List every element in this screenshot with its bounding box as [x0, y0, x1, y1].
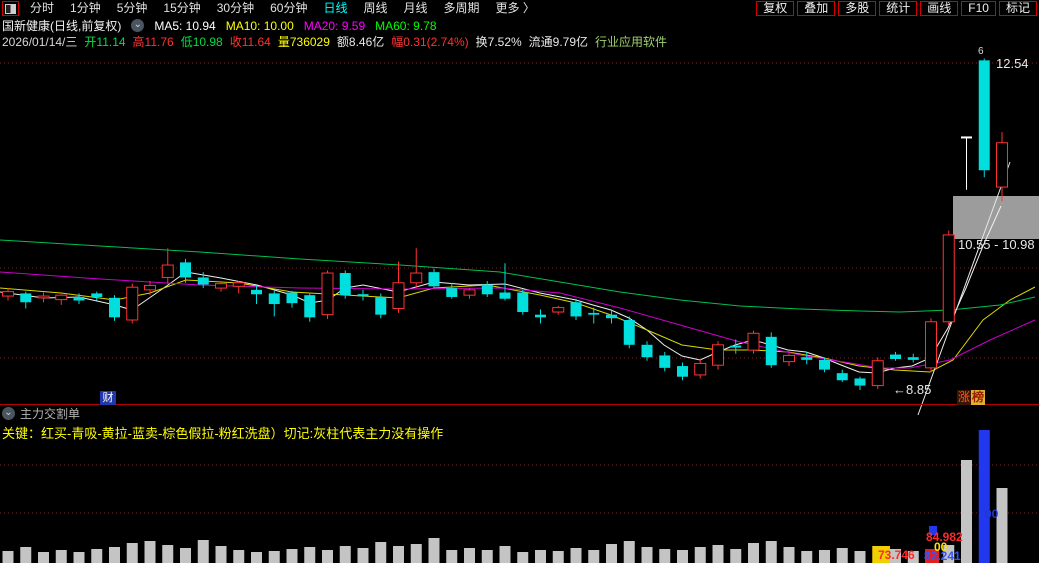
info-segment-5: 量736029 [277, 35, 330, 49]
period-tab-3[interactable]: 15分钟 [163, 1, 201, 15]
finance-badge[interactable]: 财 [100, 391, 116, 405]
tool-button-3[interactable]: 统计 [879, 1, 918, 16]
rank-list-badge[interactable]: 涨 榜 [957, 390, 986, 405]
panel-value-label-0: 73.746 [878, 548, 915, 562]
tool-button-5[interactable]: F10 [961, 1, 996, 16]
ma-label-2: MA20: 9.59 [303, 18, 366, 33]
app-panel-icon[interactable] [2, 1, 19, 16]
info-segment-10: 行业应用软件 [595, 35, 668, 49]
price-label-zone: 10.55 - 10.98 [958, 237, 1035, 252]
panel-value-label-2: 00 [934, 540, 948, 554]
chart-marker: 6 [978, 46, 984, 57]
panel-value-label-1: 84.982 [926, 530, 963, 544]
price-label-high: 12.54 [996, 56, 1029, 71]
top-menu-bar: 分时 1分钟 5分钟 15分钟 30分钟 60分钟 日线 周线 月线 多周期 更多 〉 复权 叠加 多股… [0, 0, 1039, 17]
info-segment-3: 低10.98 [180, 35, 223, 49]
rank-badge-char1: 涨 [957, 390, 972, 405]
panel-mark-2 [925, 549, 939, 563]
period-tab-2[interactable]: 5分钟 [116, 1, 148, 15]
tool-button-6[interactable]: 标记 [998, 1, 1037, 16]
info-segment-9: 流通9.79亿 [528, 35, 589, 49]
ma-label-3: MA60: 9.78 [375, 18, 437, 33]
panel-value-label-3: 82.241 [924, 549, 961, 563]
info-segment-6: 额8.46亿 [336, 35, 385, 49]
info-segment-8: 换7.52% [475, 35, 522, 49]
period-tab-9[interactable]: 多周期 [443, 1, 480, 15]
tool-button-1[interactable]: 叠加 [797, 1, 836, 16]
info-segment-4: 收11.64 [229, 35, 271, 49]
panel-mark-1 [929, 526, 937, 535]
symbol-title: 国新健康(日线,前复权) [2, 19, 122, 33]
info-segment-2: 高11.76 [132, 35, 174, 49]
period-tab-4[interactable]: 30分钟 [216, 1, 255, 15]
info-segment-0: 2026/01/14/三 [2, 35, 78, 49]
toolbar-buttons: 复权 叠加 多股 统计 画线 F10 标记 [753, 1, 1039, 16]
panel-mark-0 [874, 546, 890, 563]
indicator-panel-title: 主力交割单 [20, 407, 81, 421]
period-tab-8[interactable]: 月线 [403, 1, 428, 15]
window-icon [5, 3, 16, 14]
title-row: 国新健康(日线,前复权) ⌄ MA5: 10.94 MA10: 10.00 MA20… [2, 18, 447, 34]
indicator-note: 关键：红买-青吸-黄拉-蓝卖-棕色假拉-粉红洗盘）切记:灰柱代表主力没有操作 [2, 426, 444, 441]
panel-separator [0, 404, 1039, 405]
chevron-down-icon[interactable]: ⌄ [2, 407, 15, 420]
period-tab-0[interactable]: 分时 [30, 1, 55, 15]
panel-value-label-4: 00 [985, 507, 999, 521]
tool-button-4[interactable]: 画线 [920, 1, 959, 16]
period-tab-10[interactable]: 更多 〉 [495, 1, 535, 15]
info-segment-1: 开11.14 [84, 35, 126, 49]
price-label-low: ←8.85 [893, 382, 932, 397]
info-segment-7: 幅0.31(2.74%) [391, 35, 469, 49]
period-tab-7[interactable]: 周线 [363, 1, 388, 15]
chevron-down-icon[interactable]: ⌄ [131, 19, 145, 32]
period-tab-6[interactable]: 日线 [323, 1, 348, 15]
tool-button-2[interactable]: 多股 [838, 1, 877, 16]
rank-badge-char2: 榜 [971, 390, 986, 405]
period-tabs: 分时 1分钟 5分钟 15分钟 30分钟 60分钟 日线 周线 月线 多周期 更多 〉 [22, 0, 543, 17]
ma-label-1: MA10: 10.00 [225, 18, 294, 33]
quote-info-row: 2026/01/14/三 开11.14 高11.76 低10.98 收11.64 量736… [2, 34, 667, 49]
ma-labels: MA5: 10.94 MA10: 10.00 MA20: 9.59 MA60: 9.7… [154, 19, 446, 33]
period-tab-1[interactable]: 1分钟 [70, 1, 101, 15]
tool-button-0[interactable]: 复权 [756, 1, 795, 16]
ma-label-0: MA5: 10.94 [154, 18, 216, 33]
indicator-panel-header: ⌄ 主力交割单 [2, 406, 80, 421]
period-tab-5[interactable]: 60分钟 [270, 1, 308, 15]
